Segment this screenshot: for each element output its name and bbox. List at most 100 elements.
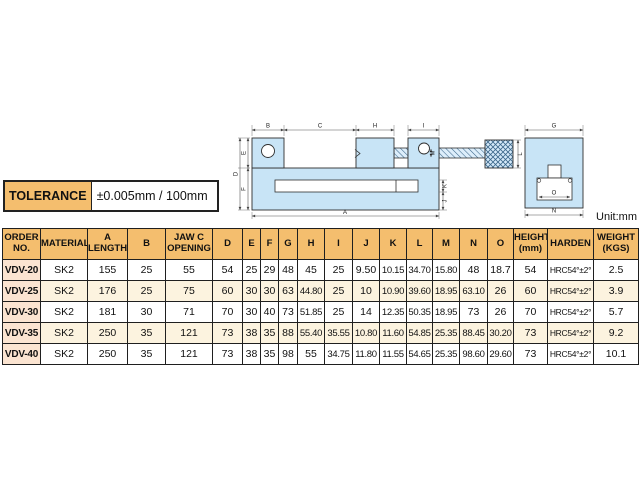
spec-table: ORDER NO. MATERIAL A LENGTH B JAW C OPENING D E F G… xyxy=(2,228,639,365)
spec-cell: 73 xyxy=(513,322,548,344)
column-header: D xyxy=(212,228,243,260)
spec-cell: 73 xyxy=(513,343,548,365)
spec-cell: 70 xyxy=(212,301,243,323)
spec-cell: 54.85 xyxy=(406,322,433,344)
order-no-cell: VDV-25 xyxy=(2,280,41,302)
dim-label-i: I xyxy=(423,124,425,130)
dim-label-o: O xyxy=(552,191,557,197)
dim-label-c: C xyxy=(318,124,323,130)
t-slot-top xyxy=(547,164,562,179)
spec-cell: 75 xyxy=(165,280,213,302)
vise-technical-drawing: B C H I D E F M K J L A xyxy=(234,124,584,219)
spec-cell: 10.1 xyxy=(593,343,639,365)
spec-cell: 71 xyxy=(165,301,213,323)
spec-cell: 73 xyxy=(212,343,243,365)
spec-cell: 25.35 xyxy=(432,343,460,365)
spec-cell: 121 xyxy=(165,343,213,365)
header-row: ORDER NO. MATERIAL A LENGTH B JAW C OPENING D E F G… xyxy=(2,228,639,260)
lead-screw xyxy=(438,147,486,159)
spec-cell: 70 xyxy=(513,301,548,323)
bracket-hole xyxy=(418,142,430,155)
spec-cell: 14 xyxy=(352,301,380,323)
spec-cell: 181 xyxy=(87,301,128,323)
spec-cell: 9.2 xyxy=(593,322,639,344)
dimension-lines xyxy=(238,125,521,219)
table-row: VDV-35 SK2 250 35 121 73 38 35 88 55.40 35.55 10.80… xyxy=(2,322,639,344)
spec-cell: 11.60 xyxy=(379,322,407,344)
order-no-cell: VDV-40 xyxy=(2,343,41,365)
spec-cell: 51.85 xyxy=(297,301,325,323)
unit-label: Unit:mm xyxy=(596,211,637,223)
spec-cell: SK2 xyxy=(40,343,88,365)
spec-cell: 88.45 xyxy=(459,322,488,344)
spec-cell: SK2 xyxy=(40,280,88,302)
spec-cell: 60 xyxy=(212,280,243,302)
column-header: M xyxy=(432,228,460,260)
spec-cell: 34.75 xyxy=(324,343,353,365)
spec-cell: 48 xyxy=(459,259,488,281)
spec-cell: 176 xyxy=(87,280,128,302)
spec-cell: 18.7 xyxy=(487,259,514,281)
column-header: N xyxy=(459,228,488,260)
table-row: VDV-30 SK2 181 30 71 70 30 40 73 51.85 25 14 12.35 50… xyxy=(2,301,639,323)
spec-cell: 35 xyxy=(127,343,166,365)
spec-cell: 12.35 xyxy=(379,301,407,323)
base-slot xyxy=(274,179,419,193)
dim-label-h: H xyxy=(373,124,377,130)
spec-cell: 11.55 xyxy=(379,343,407,365)
spec-cell: 26 xyxy=(487,301,514,323)
order-no-cell: VDV-35 xyxy=(2,322,41,344)
dim-label-l: L xyxy=(518,152,524,156)
dim-label-f: F xyxy=(242,187,248,191)
column-header: HARDEN xyxy=(547,228,594,260)
spec-cell: 30 xyxy=(242,301,261,323)
dim-label-m: M xyxy=(431,151,437,156)
tolerance-box: TOLERANCE ±0.005mm / 100mm xyxy=(3,180,219,212)
spec-cell: 250 xyxy=(87,322,128,344)
dim-label-g: G xyxy=(552,124,557,130)
spec-cell: SK2 xyxy=(40,301,88,323)
spec-cell: 50.35 xyxy=(406,301,433,323)
spec-cell: 25 xyxy=(324,301,353,323)
table-row: VDV-20 SK2 155 25 55 54 25 29 48 45 25 9.50 10.15 34.… xyxy=(2,259,639,281)
column-header: B xyxy=(127,228,166,260)
dim-label-d: D xyxy=(234,171,240,176)
spec-cell: 11.80 xyxy=(352,343,380,365)
spec-cell: 25 xyxy=(324,259,353,281)
spec-cell: 55 xyxy=(165,259,213,281)
table-row: VDV-40 SK2 250 35 121 73 38 35 98 55 34.75 11.80 11.… xyxy=(2,343,639,365)
end-view-dimensions xyxy=(524,125,584,218)
column-header: A LENGTH xyxy=(87,228,128,260)
column-header: MATERIAL xyxy=(40,228,88,260)
spec-cell: 73 xyxy=(459,301,488,323)
spec-cell: 15.80 xyxy=(432,259,460,281)
spec-cell: 44.80 xyxy=(297,280,325,302)
column-header: G xyxy=(278,228,298,260)
spec-cell: 155 xyxy=(87,259,128,281)
spec-cell: HRC54°±2° xyxy=(547,259,594,281)
spec-cell: HRC54°±2° xyxy=(547,343,594,365)
tolerance-value: ±0.005mm / 100mm xyxy=(96,189,208,203)
column-header: L xyxy=(406,228,433,260)
spec-cell: 73 xyxy=(212,322,243,344)
spec-cell: 250 xyxy=(87,343,128,365)
column-header: J xyxy=(352,228,380,260)
spec-cell: 63 xyxy=(278,280,298,302)
spec-cell: 34.70 xyxy=(406,259,433,281)
spec-cell: 35 xyxy=(260,322,279,344)
spec-cell: 54 xyxy=(212,259,243,281)
spec-cell: 29 xyxy=(260,259,279,281)
spec-cell: 35 xyxy=(260,343,279,365)
column-header: ORDER NO. xyxy=(2,228,41,260)
spec-cell: HRC54°±2° xyxy=(547,322,594,344)
spec-cell: 88 xyxy=(278,322,298,344)
column-header: H xyxy=(297,228,325,260)
spec-cell: 10 xyxy=(352,280,380,302)
column-header: JAW C OPENING xyxy=(165,228,213,260)
spec-cell: 5.7 xyxy=(593,301,639,323)
spec-cell: 29.60 xyxy=(487,343,514,365)
dim-label-k: K xyxy=(443,184,449,188)
spec-cell: 35 xyxy=(127,322,166,344)
spec-cell: 30 xyxy=(242,280,261,302)
